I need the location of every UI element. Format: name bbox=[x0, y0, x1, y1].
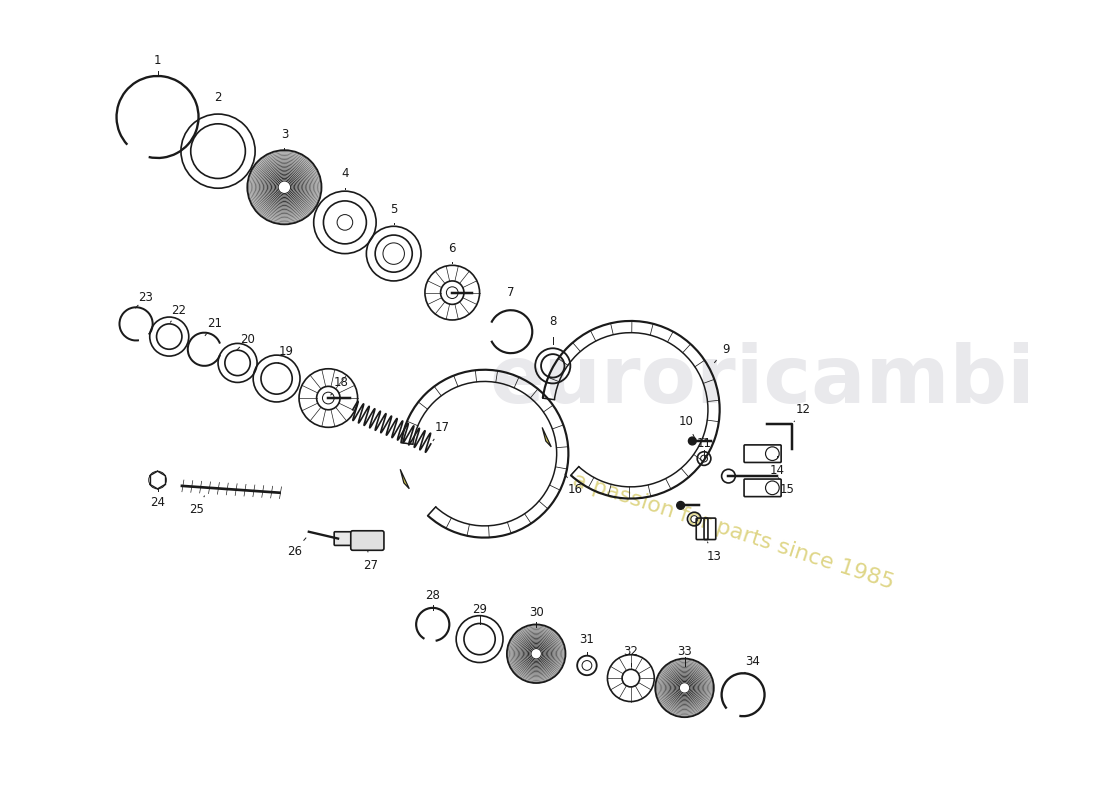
Text: a passion for parts since 1985: a passion for parts since 1985 bbox=[570, 470, 896, 594]
Text: 22: 22 bbox=[172, 304, 187, 317]
Text: 32: 32 bbox=[624, 646, 638, 658]
Text: 28: 28 bbox=[426, 589, 440, 602]
Text: 15: 15 bbox=[780, 483, 794, 496]
Text: 16: 16 bbox=[568, 483, 583, 496]
Polygon shape bbox=[400, 470, 409, 489]
Text: 17: 17 bbox=[434, 421, 450, 434]
Text: 31: 31 bbox=[580, 633, 594, 646]
Text: 8: 8 bbox=[549, 315, 557, 329]
Text: 14: 14 bbox=[770, 464, 784, 477]
FancyBboxPatch shape bbox=[334, 532, 358, 546]
Text: euroricambi: euroricambi bbox=[490, 342, 1035, 419]
Text: 27: 27 bbox=[363, 559, 377, 573]
Text: 6: 6 bbox=[449, 242, 456, 255]
FancyBboxPatch shape bbox=[351, 530, 384, 550]
Text: 4: 4 bbox=[341, 167, 349, 180]
Text: 9: 9 bbox=[722, 342, 729, 356]
Text: 12: 12 bbox=[796, 403, 811, 416]
Text: 7: 7 bbox=[507, 286, 515, 299]
Text: 19: 19 bbox=[279, 345, 294, 358]
Text: 33: 33 bbox=[678, 646, 692, 658]
Text: 30: 30 bbox=[529, 606, 543, 619]
Text: 26: 26 bbox=[287, 545, 301, 558]
Text: 25: 25 bbox=[189, 503, 204, 516]
Text: 10: 10 bbox=[679, 415, 694, 428]
Text: 13: 13 bbox=[706, 550, 722, 562]
Text: 2: 2 bbox=[214, 91, 222, 104]
Text: 3: 3 bbox=[280, 128, 288, 141]
Text: 18: 18 bbox=[333, 376, 349, 389]
Text: 11: 11 bbox=[696, 438, 712, 450]
Polygon shape bbox=[542, 427, 551, 447]
Text: 1: 1 bbox=[154, 54, 162, 67]
Text: 24: 24 bbox=[150, 496, 165, 509]
Circle shape bbox=[676, 502, 684, 510]
Text: 5: 5 bbox=[390, 203, 397, 216]
Text: 20: 20 bbox=[240, 333, 255, 346]
Text: 34: 34 bbox=[746, 655, 760, 668]
Text: 29: 29 bbox=[472, 603, 487, 616]
Circle shape bbox=[689, 437, 696, 445]
Text: 23: 23 bbox=[139, 291, 153, 304]
Text: 21: 21 bbox=[207, 318, 221, 330]
